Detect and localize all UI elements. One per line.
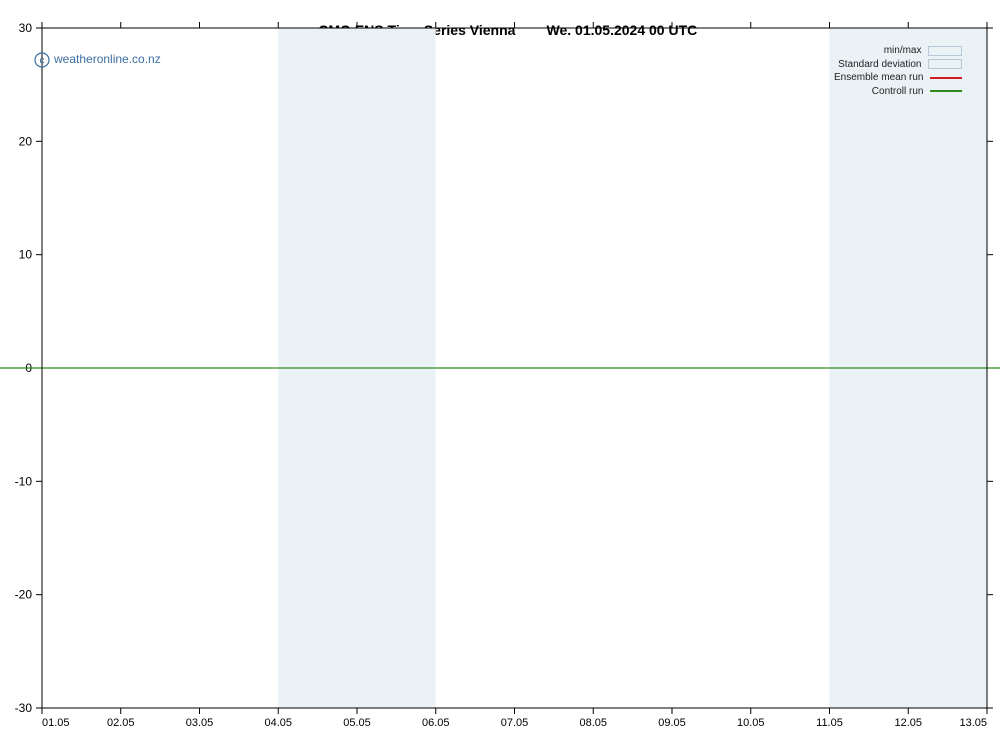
legend-swatch xyxy=(928,59,962,69)
watermark: c weatheronline.co.nz xyxy=(34,52,161,68)
legend-swatch xyxy=(930,90,962,92)
svg-text:12.05: 12.05 xyxy=(894,717,922,729)
svg-text:11.05: 11.05 xyxy=(816,717,843,729)
svg-text:03.05: 03.05 xyxy=(186,717,214,729)
svg-text:02.05: 02.05 xyxy=(107,717,135,729)
svg-text:07.05: 07.05 xyxy=(501,717,529,729)
svg-text:-20: -20 xyxy=(15,588,33,602)
legend-item: Controll run xyxy=(834,85,962,99)
svg-text:-10: -10 xyxy=(15,474,33,488)
svg-text:20: 20 xyxy=(19,134,33,148)
svg-text:10: 10 xyxy=(19,248,33,262)
copyright-icon: c xyxy=(34,52,50,68)
svg-text:10.05: 10.05 xyxy=(737,717,765,729)
svg-text:09.05: 09.05 xyxy=(658,717,686,729)
legend-label: Ensemble mean run xyxy=(834,71,924,85)
legend: min/maxStandard deviationEnsemble mean r… xyxy=(834,44,962,98)
svg-text:04.05: 04.05 xyxy=(264,717,292,729)
chart-svg: -30-20-10010203001.0502.0503.0504.0505.0… xyxy=(0,0,1000,733)
svg-text:08.05: 08.05 xyxy=(579,717,607,729)
chart-container: CMC-ENS Time Series Vienna We. 01.05.202… xyxy=(0,0,1000,733)
svg-text:05.05: 05.05 xyxy=(343,717,371,729)
legend-item: Ensemble mean run xyxy=(834,71,962,85)
svg-text:30: 30 xyxy=(19,21,33,35)
legend-swatch xyxy=(928,46,962,56)
svg-text:01.05: 01.05 xyxy=(42,717,70,729)
svg-text:c: c xyxy=(40,56,45,67)
watermark-text: weatheronline.co.nz xyxy=(54,52,161,66)
legend-item: min/max xyxy=(834,44,962,58)
svg-text:06.05: 06.05 xyxy=(422,717,450,729)
legend-label: Controll run xyxy=(872,85,924,99)
svg-text:-30: -30 xyxy=(15,701,33,715)
legend-label: Standard deviation xyxy=(838,58,921,72)
svg-text:13.05: 13.05 xyxy=(959,717,987,729)
legend-label: min/max xyxy=(884,44,922,58)
legend-swatch xyxy=(930,77,962,79)
legend-item: Standard deviation xyxy=(834,58,962,72)
